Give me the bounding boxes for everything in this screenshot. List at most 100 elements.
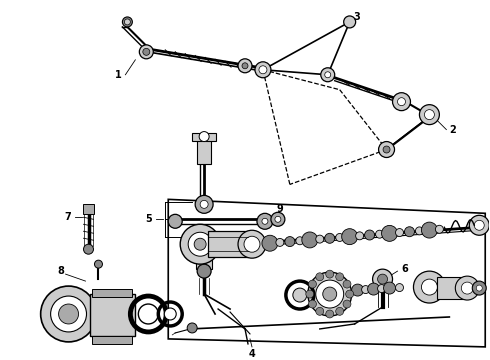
Circle shape bbox=[326, 270, 334, 278]
Circle shape bbox=[375, 230, 384, 238]
Circle shape bbox=[143, 48, 150, 55]
Circle shape bbox=[293, 288, 307, 302]
Circle shape bbox=[382, 225, 397, 241]
Circle shape bbox=[469, 215, 489, 235]
Circle shape bbox=[242, 63, 248, 69]
Circle shape bbox=[238, 59, 252, 73]
Circle shape bbox=[325, 72, 331, 78]
Circle shape bbox=[308, 272, 352, 316]
Bar bbox=[93, 289, 132, 297]
Bar bbox=[93, 336, 132, 344]
Circle shape bbox=[352, 284, 364, 296]
Circle shape bbox=[199, 131, 209, 141]
Circle shape bbox=[276, 238, 284, 246]
Circle shape bbox=[365, 230, 374, 240]
Circle shape bbox=[259, 66, 267, 74]
Circle shape bbox=[343, 300, 351, 308]
Circle shape bbox=[336, 234, 343, 242]
Circle shape bbox=[436, 225, 443, 233]
Circle shape bbox=[316, 235, 324, 243]
Circle shape bbox=[455, 276, 479, 300]
Circle shape bbox=[345, 290, 354, 298]
Circle shape bbox=[195, 195, 213, 213]
Circle shape bbox=[168, 214, 182, 228]
Circle shape bbox=[200, 201, 208, 208]
Circle shape bbox=[285, 237, 295, 247]
Circle shape bbox=[271, 212, 285, 226]
Circle shape bbox=[383, 146, 390, 153]
Circle shape bbox=[472, 281, 486, 295]
Circle shape bbox=[321, 68, 335, 82]
Circle shape bbox=[187, 323, 197, 333]
Text: 3: 3 bbox=[353, 12, 360, 22]
Circle shape bbox=[316, 273, 324, 281]
Circle shape bbox=[199, 234, 209, 244]
Circle shape bbox=[59, 304, 78, 324]
Circle shape bbox=[343, 16, 356, 28]
Circle shape bbox=[164, 308, 176, 320]
Circle shape bbox=[421, 222, 438, 238]
Circle shape bbox=[326, 310, 334, 318]
Circle shape bbox=[379, 141, 394, 157]
Bar bbox=[91, 294, 135, 336]
Circle shape bbox=[476, 285, 482, 291]
Bar bbox=[196, 249, 212, 269]
Bar bbox=[438, 277, 467, 299]
Circle shape bbox=[197, 264, 211, 278]
Text: 2: 2 bbox=[449, 125, 456, 135]
Circle shape bbox=[238, 230, 266, 258]
Circle shape bbox=[395, 284, 403, 292]
Circle shape bbox=[257, 213, 273, 229]
Circle shape bbox=[95, 260, 102, 268]
Circle shape bbox=[255, 62, 271, 78]
Circle shape bbox=[378, 274, 388, 284]
Circle shape bbox=[262, 218, 268, 224]
Circle shape bbox=[83, 244, 94, 254]
Circle shape bbox=[378, 285, 386, 293]
Circle shape bbox=[336, 273, 343, 281]
Polygon shape bbox=[168, 199, 485, 347]
Circle shape bbox=[325, 233, 335, 243]
Circle shape bbox=[362, 285, 369, 293]
Circle shape bbox=[424, 110, 435, 120]
Circle shape bbox=[262, 235, 278, 251]
Circle shape bbox=[124, 19, 130, 25]
Circle shape bbox=[421, 279, 438, 295]
Bar bbox=[197, 135, 211, 165]
Circle shape bbox=[414, 271, 445, 303]
Circle shape bbox=[342, 229, 358, 245]
Circle shape bbox=[416, 227, 423, 235]
Circle shape bbox=[138, 304, 158, 324]
Circle shape bbox=[336, 307, 343, 315]
Circle shape bbox=[122, 17, 132, 27]
Text: 1: 1 bbox=[115, 70, 122, 80]
Circle shape bbox=[275, 216, 281, 222]
Circle shape bbox=[384, 282, 395, 294]
Bar bbox=[192, 132, 216, 140]
Circle shape bbox=[309, 300, 317, 308]
Bar bbox=[208, 231, 248, 257]
Circle shape bbox=[474, 220, 484, 230]
Circle shape bbox=[194, 238, 206, 250]
Circle shape bbox=[323, 287, 337, 301]
Circle shape bbox=[343, 280, 351, 288]
Circle shape bbox=[368, 283, 380, 295]
Circle shape bbox=[244, 236, 260, 252]
Circle shape bbox=[461, 282, 473, 294]
Text: 8: 8 bbox=[57, 266, 64, 276]
Text: 6: 6 bbox=[401, 264, 408, 274]
Circle shape bbox=[397, 98, 406, 106]
Bar bbox=[82, 204, 95, 214]
Text: 4: 4 bbox=[248, 349, 255, 359]
Text: 7: 7 bbox=[64, 212, 71, 222]
Circle shape bbox=[50, 296, 87, 332]
Circle shape bbox=[194, 229, 214, 249]
Circle shape bbox=[41, 286, 97, 342]
Circle shape bbox=[180, 224, 220, 264]
Circle shape bbox=[392, 93, 411, 111]
Circle shape bbox=[419, 105, 440, 125]
Circle shape bbox=[356, 232, 364, 240]
Circle shape bbox=[395, 229, 403, 237]
Circle shape bbox=[296, 237, 304, 245]
Circle shape bbox=[316, 280, 343, 308]
